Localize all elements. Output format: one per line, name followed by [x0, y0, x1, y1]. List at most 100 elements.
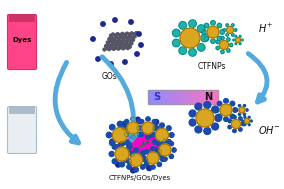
Circle shape — [137, 126, 141, 130]
Circle shape — [153, 137, 157, 141]
Circle shape — [111, 43, 114, 46]
Circle shape — [124, 33, 126, 36]
Circle shape — [131, 168, 136, 173]
Circle shape — [148, 138, 151, 141]
Bar — [189, 90, 190, 104]
Text: $H^{+}$: $H^{+}$ — [258, 21, 273, 35]
Circle shape — [166, 139, 171, 144]
Circle shape — [231, 33, 234, 36]
Bar — [169, 90, 170, 104]
Bar — [159, 90, 160, 104]
Circle shape — [157, 141, 160, 144]
Circle shape — [144, 143, 147, 146]
Circle shape — [153, 149, 156, 152]
Circle shape — [110, 36, 113, 39]
Circle shape — [179, 47, 187, 54]
Circle shape — [143, 150, 146, 153]
Circle shape — [135, 52, 139, 56]
Circle shape — [105, 47, 108, 50]
Circle shape — [123, 43, 126, 46]
Circle shape — [108, 38, 111, 40]
Circle shape — [128, 144, 131, 147]
Bar — [173, 90, 174, 104]
Bar — [208, 90, 209, 104]
Circle shape — [128, 147, 131, 150]
Circle shape — [139, 43, 143, 47]
Circle shape — [118, 39, 120, 42]
Bar — [198, 90, 199, 104]
Circle shape — [228, 119, 231, 123]
Circle shape — [147, 166, 152, 170]
Circle shape — [130, 42, 133, 45]
Circle shape — [135, 142, 139, 146]
Circle shape — [134, 167, 138, 172]
Circle shape — [160, 156, 164, 160]
Circle shape — [228, 125, 231, 129]
Bar — [206, 90, 207, 104]
Circle shape — [112, 48, 115, 50]
Circle shape — [124, 46, 127, 49]
Text: GOs: GOs — [102, 72, 118, 81]
Circle shape — [134, 148, 138, 153]
Circle shape — [238, 105, 241, 107]
Circle shape — [227, 38, 230, 41]
Circle shape — [163, 139, 167, 143]
Circle shape — [106, 41, 109, 44]
Circle shape — [158, 134, 162, 138]
Circle shape — [121, 32, 124, 35]
Circle shape — [156, 154, 161, 159]
Circle shape — [215, 115, 222, 121]
Circle shape — [160, 142, 164, 147]
Circle shape — [137, 138, 141, 142]
Circle shape — [109, 44, 112, 47]
Circle shape — [109, 151, 114, 156]
Circle shape — [150, 145, 153, 149]
Bar — [149, 90, 150, 104]
Circle shape — [130, 143, 133, 146]
Circle shape — [126, 148, 129, 151]
Circle shape — [179, 22, 187, 29]
Circle shape — [147, 147, 151, 150]
Circle shape — [217, 101, 222, 106]
Circle shape — [140, 126, 144, 130]
Circle shape — [202, 30, 206, 34]
Circle shape — [239, 107, 245, 113]
Circle shape — [163, 133, 168, 138]
Circle shape — [138, 143, 142, 147]
Circle shape — [110, 46, 112, 49]
Circle shape — [108, 48, 110, 51]
Circle shape — [235, 43, 237, 45]
Bar — [195, 90, 196, 104]
Circle shape — [131, 117, 135, 121]
Circle shape — [137, 32, 141, 36]
Circle shape — [239, 128, 242, 131]
Circle shape — [127, 164, 131, 169]
Circle shape — [172, 148, 176, 152]
FancyBboxPatch shape — [9, 106, 34, 114]
Text: N: N — [204, 92, 212, 102]
Circle shape — [132, 139, 135, 142]
Bar — [192, 90, 193, 104]
Circle shape — [189, 49, 196, 56]
Circle shape — [235, 35, 237, 37]
Circle shape — [156, 129, 168, 142]
Circle shape — [141, 142, 144, 145]
Circle shape — [105, 45, 107, 47]
Circle shape — [239, 35, 241, 37]
Circle shape — [126, 47, 129, 50]
Circle shape — [224, 117, 228, 121]
Ellipse shape — [150, 136, 166, 145]
Circle shape — [195, 126, 202, 133]
Circle shape — [244, 116, 246, 118]
Circle shape — [133, 144, 136, 147]
Bar — [215, 90, 216, 104]
Circle shape — [226, 33, 229, 36]
Circle shape — [211, 39, 215, 43]
Bar — [204, 90, 205, 104]
Circle shape — [103, 48, 106, 51]
Circle shape — [127, 39, 130, 42]
Circle shape — [114, 44, 117, 47]
Bar — [156, 90, 157, 104]
Circle shape — [151, 165, 155, 169]
Bar — [194, 90, 195, 104]
